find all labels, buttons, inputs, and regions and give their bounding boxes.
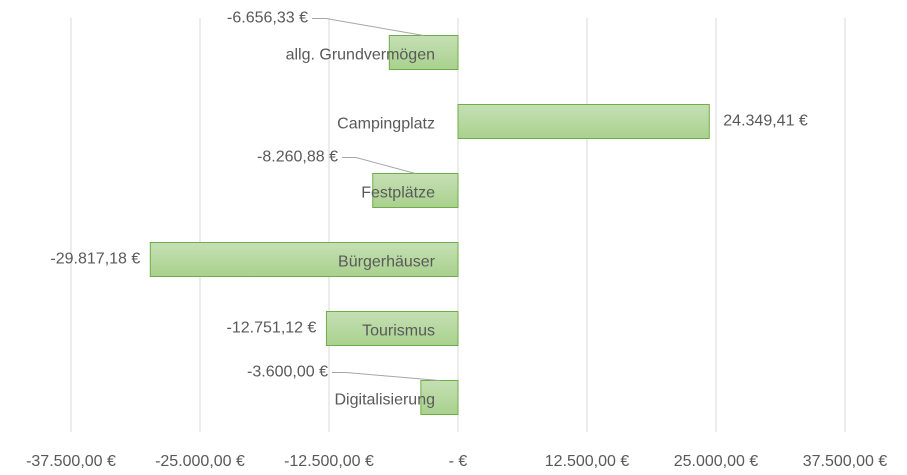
bar [372,173,459,208]
bar [149,242,459,277]
x-tick-label: -25.000,00 € [155,453,245,470]
category-label: Bürgerhäuser [338,254,436,271]
category-label: Campingplatz [337,116,435,133]
bar [457,104,710,139]
x-tick-label: -37.500,00 € [26,453,116,470]
value-label: -6.656,33 € [227,10,308,27]
category-label: Digitalisierung [335,392,436,409]
bar [325,311,459,346]
leader-line [342,157,416,174]
x-tick-label: 37.500,00 € [803,453,888,470]
value-label: -8.260,88 € [257,149,338,166]
x-tick-label: - € [449,453,468,470]
category-label: allg. Grundvermögen [286,47,435,64]
value-label: -29.817,18 € [50,251,140,268]
x-tick-label: 25.000,00 € [674,453,759,470]
category-label: Tourismus [362,323,435,340]
value-label: -12.751,12 € [227,320,317,337]
x-tick-label: -12.500,00 € [284,453,374,470]
x-tick-label: 12.500,00 € [545,453,630,470]
bar [420,380,459,415]
leader-line [312,18,424,36]
bar [388,35,459,70]
leader-line [332,372,440,381]
category-label: Festplätze [361,185,435,202]
value-label: -3.600,00 € [247,364,328,381]
value-label: 24.349,41 € [723,113,808,130]
